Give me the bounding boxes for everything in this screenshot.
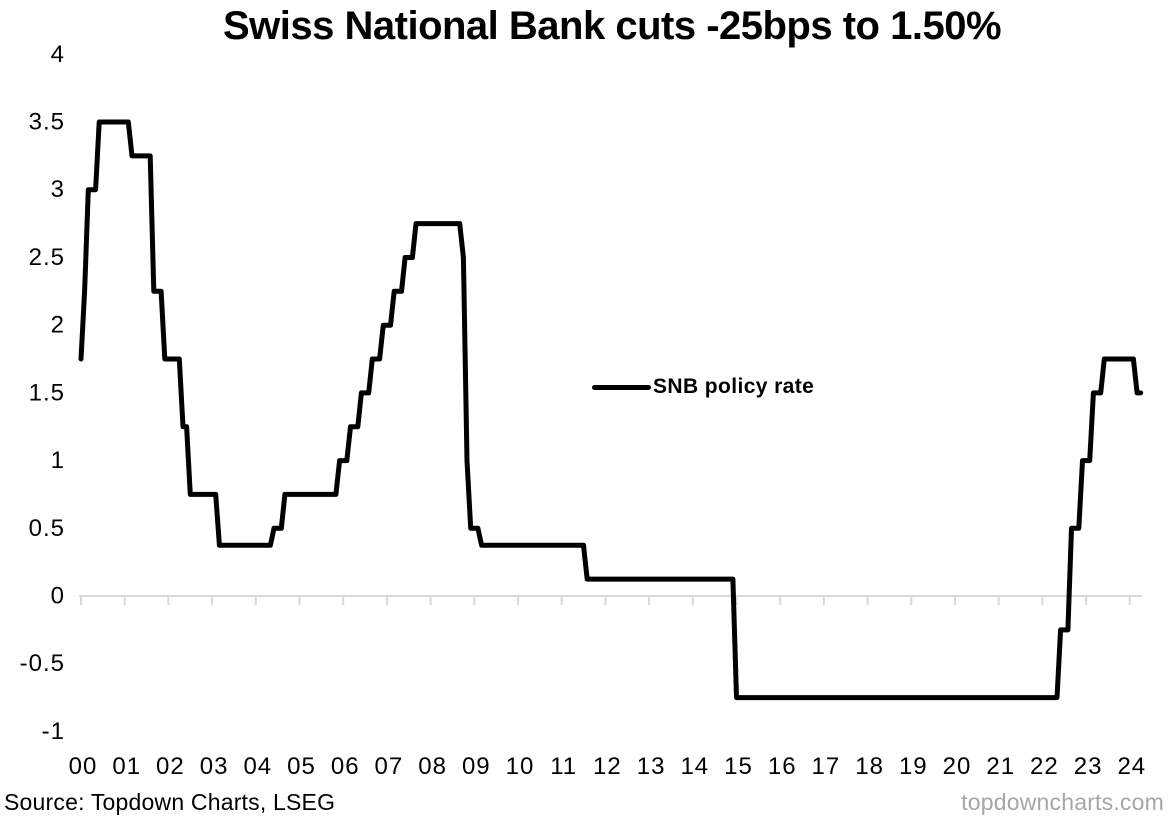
x-axis-tick-label: 12 [593,753,622,780]
x-axis-tick-label: 09 [462,753,491,780]
watermark: topdowncharts.com [961,789,1164,815]
x-axis-tick-label: 06 [331,753,360,780]
x-axis-tick-label: 10 [506,753,535,780]
y-axis-tick-label: -0.5 [20,650,65,677]
x-axis-ticks [80,596,1131,605]
chart-title: Swiss National Bank cuts -25bps to 1.50% [222,4,1002,48]
y-axis-tick-label: 1.5 [29,379,65,406]
x-axis-tick-label: 11 [550,753,577,780]
x-axis-tick-label: 04 [243,753,272,780]
x-axis-tick-label: 00 [69,753,98,780]
x-axis-tick-label: 24 [1117,753,1146,780]
y-axis-tick-label: 3 [51,176,65,203]
x-axis-tick-labels: 00 01 02 03 04 05 06 07 08 09 10 11 12 13 14 15 16 17 18 19… [69,753,1146,780]
x-axis-tick-label: 01 [112,753,141,780]
x-axis-tick-label: 22 [1030,753,1059,780]
x-axis-tick-label: 16 [768,753,797,780]
source-note: Source: Topdown Charts, LSEG [4,789,336,815]
x-axis-tick-label: 21 [986,753,1015,780]
y-axis-tick-label: 0 [51,583,65,610]
y-axis-tick-label: -1 [42,718,65,745]
x-axis-tick-label: 05 [287,753,316,780]
x-axis-tick-label: 19 [899,753,928,780]
x-axis-tick-label: 13 [637,753,666,780]
legend-label: SNB policy rate [653,375,815,398]
x-axis-tick-label: 23 [1074,753,1103,780]
y-axis-tick-label: 1 [51,447,65,474]
x-axis-tick-label: 18 [855,753,884,780]
x-axis-tick-label: 17 [812,753,841,780]
y-axis-tick-labels: 4 3.5 3 2.5 2 1.5 1 0.5 0 -0.5 -1 [20,41,65,745]
x-axis-tick-label: 07 [375,753,404,780]
x-axis-tick-label: 14 [680,753,709,780]
y-axis-tick-label: 2.5 [29,244,65,271]
y-axis-tick-label: 2 [51,312,65,339]
legend: SNB policy rate [592,373,814,401]
x-axis-tick-label: 20 [943,753,972,780]
x-axis-tick-label: 03 [200,753,229,780]
y-axis-tick-label: 3.5 [29,109,65,136]
y-axis-tick-label: 0.5 [29,515,65,542]
x-axis-tick-label: 15 [724,753,753,780]
legend-line-sample [592,384,651,390]
y-axis-tick-label: 4 [51,41,65,68]
x-axis-tick-label: 08 [418,753,447,780]
x-axis-tick-label: 02 [156,753,185,780]
snb-policy-rate-line [78,119,1144,701]
